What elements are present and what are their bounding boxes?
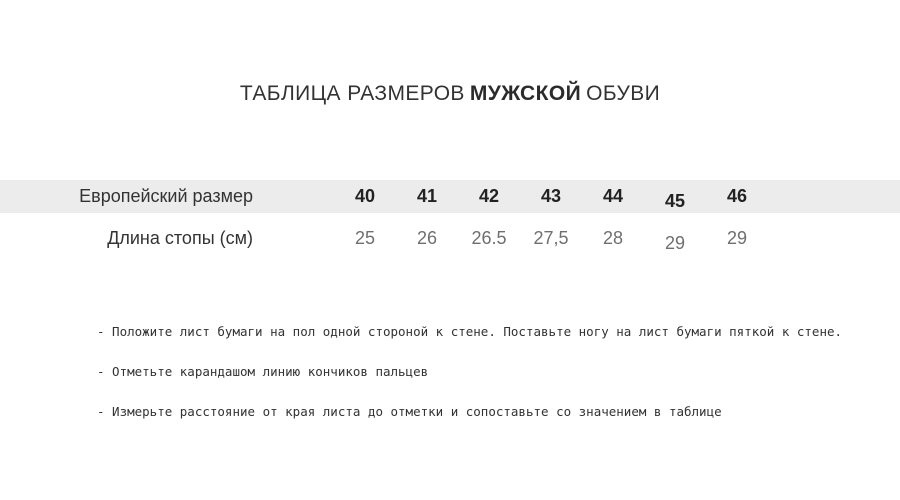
instruction-item-3: - Измерьте расстояние от края листа до о… (97, 404, 722, 419)
size-cell-45: 45 (664, 191, 686, 211)
row-label-foot-length: Длина стопы (см) (107, 227, 253, 248)
length-cell-6: 29 (726, 227, 748, 248)
table-row-european-size: Европейский размер 40 41 42 43 44 45 46 (0, 180, 900, 213)
length-cell-0: 25 (354, 227, 376, 248)
size-cell-42: 42 (478, 186, 500, 206)
page-title-prefix: ТАБЛИЦА РАЗМЕРОВ (239, 82, 465, 105)
table-row-foot-length: Длина стопы (см) 25 26 26.5 27,5 28 29 2… (0, 213, 900, 263)
row-label-european-size: Европейский размер (79, 186, 253, 206)
size-cell-46: 46 (726, 186, 748, 206)
length-cell-5: 29 (664, 232, 686, 253)
instruction-item-2: - Отметьте карандашом линию кончиков пал… (97, 364, 429, 379)
length-cell-3: 27,5 (533, 227, 569, 248)
page-title-suffix: ОБУВИ (586, 82, 661, 105)
length-cell-1: 26 (416, 227, 438, 248)
size-cell-40: 40 (354, 186, 376, 206)
page-title: ТАБЛИЦА РАЗМЕРОВ МУЖСКОЙ ОБУВИ (0, 82, 900, 106)
instruction-item-1: - Положите лист бумаги на пол одной стор… (97, 324, 843, 339)
length-cell-4: 28 (602, 227, 624, 248)
instructions-list: - Положите лист бумаги на пол одной стор… (97, 324, 860, 444)
size-cell-41: 41 (416, 186, 438, 206)
length-cell-2: 26.5 (471, 227, 507, 248)
page-title-highlight: МУЖСКОЙ (469, 82, 582, 105)
size-table: Европейский размер 40 41 42 43 44 45 46 … (0, 180, 900, 263)
size-cell-44: 44 (602, 186, 624, 206)
size-cell-43: 43 (540, 186, 562, 206)
